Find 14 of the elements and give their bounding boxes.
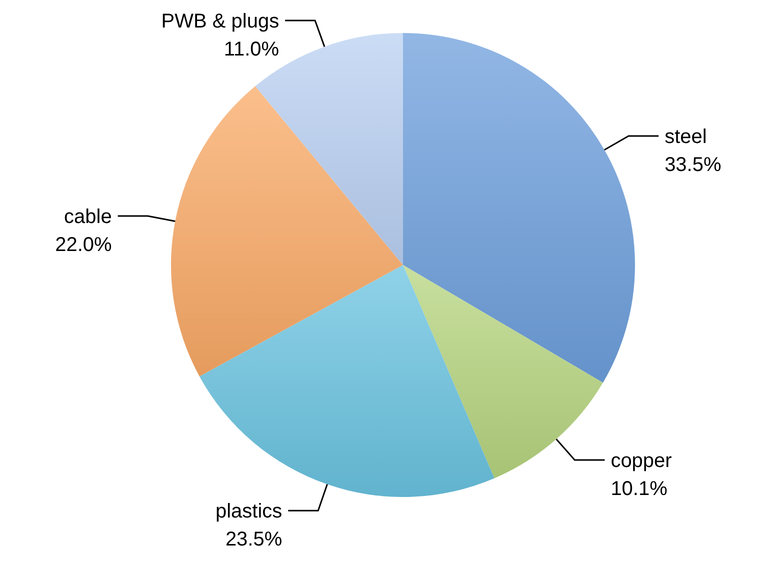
data-label: 22.0% — [55, 234, 112, 256]
pie-slice — [199, 265, 494, 497]
slice-label: PWB & plugs — [161, 10, 280, 32]
data-label: 23.5% — [225, 528, 282, 551]
pie-slice — [403, 33, 635, 383]
slice-label: cable — [64, 206, 112, 228]
pie-slice — [403, 265, 603, 478]
slice-label: steel — [664, 126, 707, 148]
slice-label: copper — [610, 450, 672, 472]
data-label: 33.5% — [664, 154, 722, 176]
data-label: 11.0% — [224, 38, 280, 60]
data-label: 10.1% — [610, 478, 668, 500]
slice-label: plastics — [215, 500, 282, 523]
pie-slice — [171, 86, 403, 376]
